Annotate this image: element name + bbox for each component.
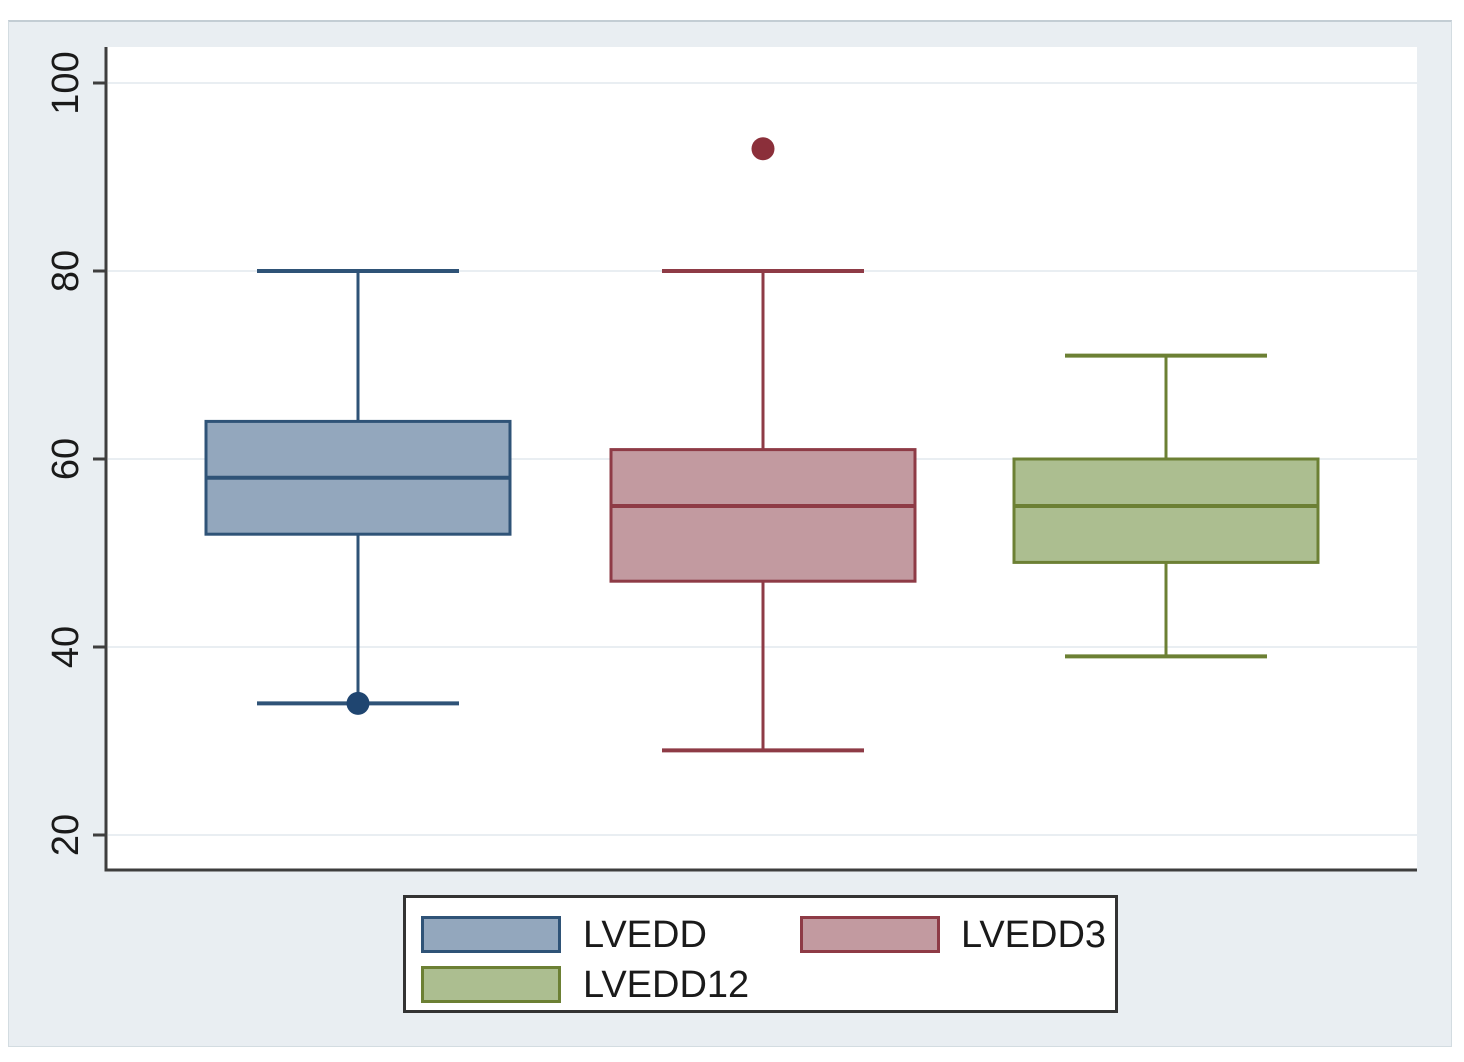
legend-swatch-lvedd3 [800, 916, 940, 953]
legend-label-lvedd3: LVEDD3 [961, 914, 1107, 956]
y-axis-tick-label: 60 [45, 437, 87, 481]
y-axis-tick-label: 40 [45, 625, 87, 669]
box-lvedd3 [609, 448, 917, 583]
y-axis-tick-label: 80 [45, 249, 87, 293]
legend-label-lvedd12: LVEDD12 [583, 964, 750, 1006]
legend-swatch-lvedd12 [421, 966, 561, 1003]
legend-swatch-lvedd [421, 916, 561, 953]
legend: LVEDD LVEDD3 LVEDD12 [403, 895, 1118, 1013]
outlier-lvedd3 [751, 137, 775, 161]
y-axis-tick-label: 20 [45, 813, 87, 857]
box-lvedd12 [1012, 457, 1320, 564]
legend-label-lvedd: LVEDD [583, 914, 707, 956]
outlier-lvedd [346, 691, 370, 715]
y-axis-tick-label: 100 [45, 51, 87, 115]
